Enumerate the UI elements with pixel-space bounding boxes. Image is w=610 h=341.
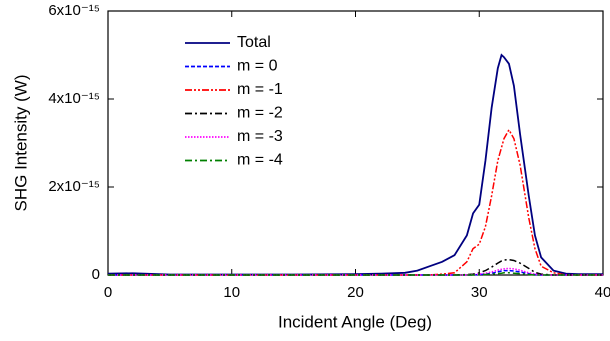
y-tick-label: 0 bbox=[92, 266, 100, 283]
series-line bbox=[108, 128, 603, 276]
x-tick-label: 10 bbox=[223, 284, 240, 301]
legend-label: m = -3 bbox=[237, 128, 283, 145]
series-line bbox=[108, 267, 603, 276]
series-line bbox=[107, 53, 603, 276]
y-tick-label: 2x10⁻¹⁵ bbox=[48, 178, 100, 195]
plot-frame bbox=[107, 10, 604, 276]
legend-label: Total bbox=[237, 34, 271, 51]
x-axis-label: Incident Angle (Deg) bbox=[278, 312, 432, 331]
legend-label: m = -2 bbox=[237, 105, 283, 122]
y-axis-label: SHG Intensity (W) bbox=[11, 75, 30, 212]
y-tick-label: 6x10⁻¹⁵ bbox=[48, 2, 100, 19]
legend-label: m = 0 bbox=[237, 58, 278, 75]
x-tick-label: 40 bbox=[595, 284, 610, 301]
x-tick-label: 0 bbox=[104, 284, 112, 301]
x-tick-label: 20 bbox=[347, 284, 364, 301]
x-tick-label: 30 bbox=[471, 284, 488, 301]
y-tick-label: 4x10⁻¹⁵ bbox=[48, 90, 100, 107]
legend-label: m = -1 bbox=[237, 81, 283, 98]
legend-label: m = -4 bbox=[237, 152, 283, 169]
